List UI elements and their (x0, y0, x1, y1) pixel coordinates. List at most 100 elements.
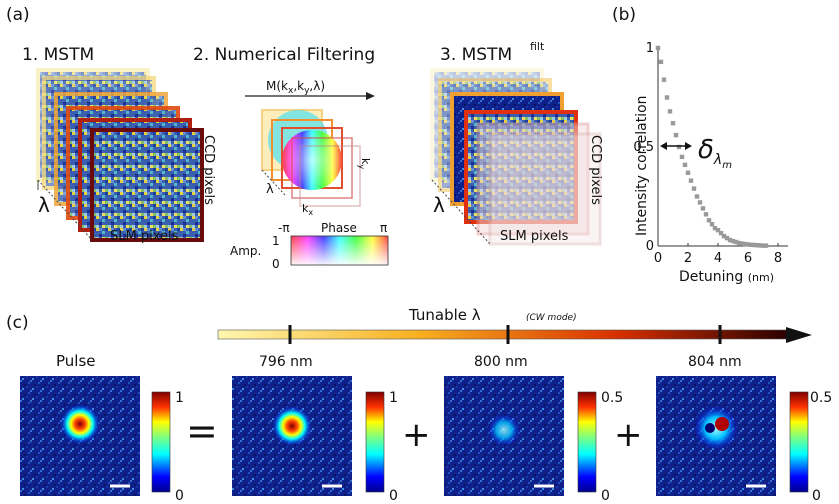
data-point (739, 241, 745, 246)
tunable-label: Tunable λ (408, 306, 481, 324)
filter-label: M(kx,ky,λ) (266, 79, 325, 96)
filter-lambda-axis: λ (266, 182, 274, 197)
pulse-image (20, 376, 140, 496)
data-point (730, 238, 736, 244)
data-point (712, 225, 718, 231)
correlation-chart: 0 2 4 6 8 0 0.5 1 (633, 41, 788, 266)
step1-title: 1. MSTM (22, 45, 94, 65)
equals-sign: = (186, 409, 218, 453)
colorbar-pulse-min: 0 (175, 488, 184, 504)
data-point (697, 200, 703, 205)
data-point (685, 170, 691, 175)
data-point (673, 132, 679, 138)
step2-title: 2. Numerical Filtering (193, 45, 375, 65)
y-tick-label: 0.5 (633, 140, 654, 155)
data-point (763, 243, 769, 248)
stack1-lambda-axis: λ (38, 193, 50, 217)
data-point (700, 206, 706, 211)
x-tick-label: 2 (684, 251, 692, 266)
colorbar-796-min: 0 (389, 488, 398, 504)
data-point (706, 218, 712, 223)
phase-label: Phase (321, 221, 357, 235)
tunable-bar (217, 325, 812, 344)
image-804 (656, 376, 776, 496)
colorbar-804-max: 0.5 (810, 390, 832, 406)
data-point (754, 243, 760, 248)
step3-superscript: filt (530, 40, 545, 53)
y-tick-label: 0 (646, 239, 654, 254)
data-point (679, 154, 685, 160)
data-point (658, 59, 664, 65)
colorbar-800-max: 0.5 (601, 390, 623, 406)
colorbar-800-min: 0 (601, 488, 610, 504)
data-point (694, 194, 700, 199)
image-796 (232, 376, 352, 496)
wavelength-800: 800 nm (474, 354, 528, 370)
data-point (742, 241, 748, 247)
data-point (757, 243, 763, 248)
mstm-filt-stack (430, 68, 602, 246)
stack1-slm-axis: SLM pixels (110, 229, 179, 244)
chart-x-label: Detuning (nm) (679, 269, 774, 285)
data-point (676, 144, 682, 150)
amp-label: Amp. (230, 244, 261, 258)
step3-title: 3. MSTM (440, 45, 512, 65)
stack3-slm-axis: SLM pixels (500, 229, 569, 244)
data-point (760, 243, 766, 248)
data-point (688, 178, 694, 183)
cw-mode-label: (CW mode) (526, 313, 577, 323)
image-800 (444, 376, 564, 496)
panel-b-label: (b) (612, 5, 636, 25)
filter-mask-stack (261, 109, 361, 207)
data-point (721, 233, 727, 239)
data-point (748, 242, 754, 248)
delta-arrow (660, 142, 692, 150)
stack3-lambda-axis: λ (433, 193, 445, 217)
colorbar-800 (577, 391, 597, 493)
colorbar-pulse-max: 1 (175, 390, 184, 406)
data-point (664, 95, 670, 100)
pulse-label: Pulse (56, 352, 96, 370)
panel-a-label: (a) (6, 5, 30, 25)
kx-axis: kx (302, 202, 313, 217)
colorbar-804 (789, 391, 809, 493)
x-tick-label: 4 (714, 251, 722, 266)
data-point (670, 121, 676, 126)
data-point (682, 162, 688, 168)
panel-c-label: (c) (6, 313, 29, 333)
data-point (655, 45, 661, 51)
mstm-stack (36, 68, 204, 242)
wavelength-804: 804 nm (688, 354, 742, 370)
data-point (718, 230, 724, 236)
data-point (667, 109, 673, 114)
data-point (703, 212, 709, 217)
colorbar-796 (365, 391, 385, 493)
plus-sign-1: + (402, 415, 431, 455)
colorbar-804-min: 0 (812, 488, 821, 504)
amp-phase-colorbar (290, 235, 389, 266)
ky-axis: ky (357, 158, 372, 169)
phase-min: -π (278, 221, 290, 235)
amp-min: 0 (272, 257, 280, 271)
delta-lambda-m: δλm (698, 135, 732, 171)
x-tick-label: 8 (774, 251, 782, 266)
stack1-ccd-axis: CCD pixels (201, 135, 216, 205)
data-point (661, 77, 667, 82)
x-tick-label: 6 (744, 251, 752, 266)
stack3-ccd-axis: CCD pixels (588, 135, 603, 205)
data-point (727, 237, 733, 243)
chart-y-label: Intensity correlation (634, 95, 650, 236)
wavelength-796: 796 nm (259, 354, 313, 370)
phase-max: π (380, 221, 387, 235)
filter-arrow (245, 92, 375, 100)
data-point (745, 242, 751, 247)
y-tick-label: 1 (646, 41, 654, 56)
data-point (715, 227, 721, 233)
data-point (724, 235, 730, 241)
plus-sign-2: + (614, 415, 643, 455)
data-point (736, 240, 742, 246)
x-tick-label: 0 (654, 251, 662, 266)
amp-max: 1 (272, 234, 280, 248)
data-point (751, 242, 757, 248)
